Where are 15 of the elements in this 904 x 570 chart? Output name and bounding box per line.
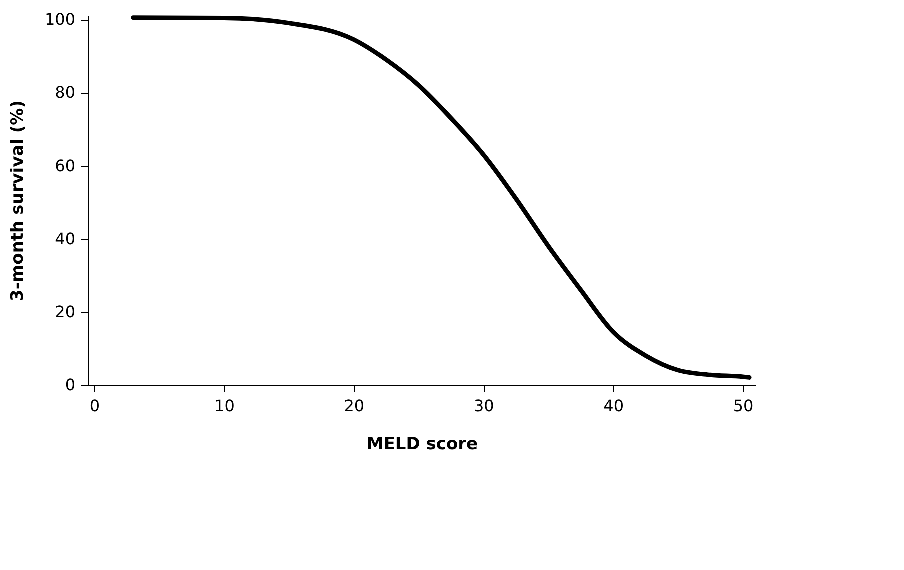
x-tick-label: 30 (474, 396, 494, 416)
y-tick-label: 0 (65, 376, 76, 394)
y-axis-title: 3-month survival (%) (8, 100, 28, 302)
y-tick-label: 40 (55, 229, 76, 248)
x-axis-title: MELD score (366, 434, 478, 454)
x-tick-label: 50 (733, 396, 754, 416)
x-tick-label: 40 (604, 396, 624, 416)
y-tick-label: 80 (55, 83, 76, 102)
y-tick-label: 60 (55, 156, 76, 176)
y-tick-label: 20 (55, 302, 76, 322)
line-series (131, 16, 752, 380)
x-tick-label: 20 (344, 396, 365, 416)
y-tick-label: 100 (44, 10, 76, 30)
x-tick-label: 0 (90, 396, 100, 416)
x-tick-label: 10 (214, 396, 235, 416)
